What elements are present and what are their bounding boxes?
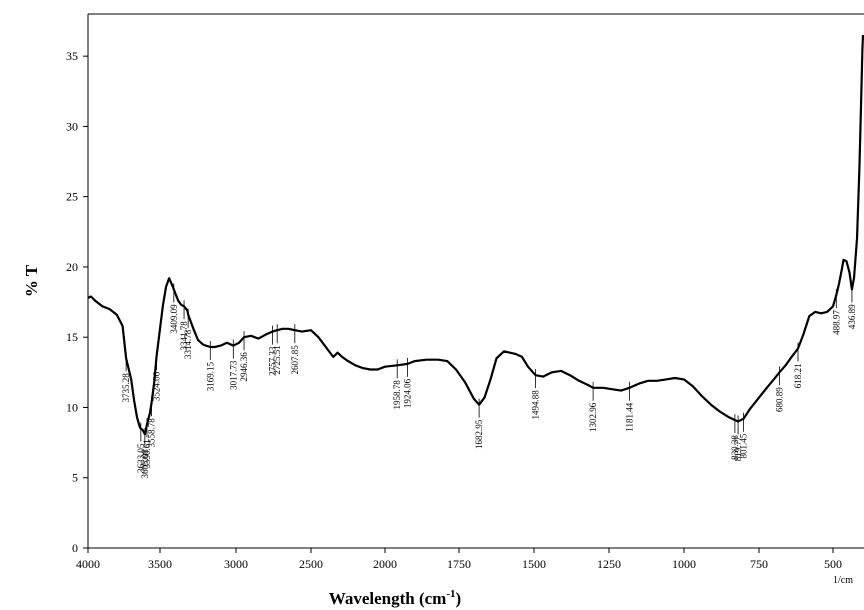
peak-label: 436.89	[847, 304, 857, 329]
peak-label: 618.21	[793, 364, 803, 389]
x-tick-label: 2500	[299, 557, 323, 571]
y-tick-label: 10	[66, 400, 78, 414]
x-ticks: 4000 3500 3000 2500 2000 1750 1500 1250 1000 750 5…	[76, 548, 842, 571]
peak-label: 2757.33	[267, 346, 277, 376]
peak-label: 1302.96	[588, 402, 598, 432]
y-tick-label: 5	[72, 471, 78, 485]
peak-label: 801.45	[739, 433, 749, 458]
peak-label: 3590.61	[142, 439, 152, 468]
y-tick-label: 35	[66, 49, 78, 63]
x-axis-title: Wavelength (cm-1)	[329, 588, 461, 608]
x-axis-title-close: )	[456, 589, 462, 608]
axes	[87, 13, 864, 549]
peak-label: 3409.09	[169, 304, 179, 334]
peak-label: 1494.88	[531, 390, 541, 420]
peak-label: 830.38	[730, 435, 740, 460]
peak-label: 1181.44	[625, 402, 635, 431]
x-tick-label: 1250	[597, 557, 621, 571]
x-axis-title-main: Wavelength (cm	[329, 589, 447, 608]
y-axis-title: % T	[22, 264, 41, 297]
x-tick-label: 1000	[672, 557, 696, 571]
y-ticks: 0 5 10 15 20 25 30 35	[66, 49, 88, 555]
y-tick-label: 0	[72, 541, 78, 555]
x-tick-label: 750	[750, 557, 768, 571]
peak-label: 3017.73	[228, 360, 238, 390]
peak-label: 1682.95	[474, 419, 484, 449]
peak-label: 3558.78	[147, 418, 157, 448]
x-tick-label: 3500	[148, 557, 172, 571]
peak-label: 819.77	[733, 436, 743, 461]
y-tick-label: 25	[66, 190, 78, 204]
y-tick-label: 15	[66, 330, 78, 344]
x-tick-label: 4000	[76, 557, 100, 571]
peak-label: 3735.28	[121, 373, 131, 403]
x-tick-label: 500	[824, 557, 842, 571]
peak-label: 1924.06	[403, 378, 413, 408]
peak-label: 3633.05	[136, 443, 146, 473]
x-unit-label: 1/cm	[833, 575, 853, 586]
peak-label: 680.89	[775, 387, 785, 412]
x-tick-label: 3000	[224, 557, 248, 571]
peak-label: 3169.15	[205, 362, 215, 392]
peak-label: 3524.06	[152, 371, 162, 401]
peak-label: 2946.36	[239, 352, 249, 382]
peak-label: 3605.08	[140, 449, 150, 479]
y-tick-label: 20	[66, 260, 78, 274]
peak-label: 2725.51	[272, 345, 282, 374]
peak-label: 1958.78	[392, 380, 402, 410]
y-tick-label: 30	[66, 119, 78, 133]
peak-label: 3314.78	[183, 329, 193, 359]
peak-label: 3341.78	[179, 321, 189, 351]
x-tick-label: 2000	[373, 557, 397, 571]
x-axis-title-superscript: -1	[446, 588, 455, 600]
peak-label: 488.97	[831, 310, 841, 335]
x-tick-label: 1750	[447, 557, 471, 571]
peak-label: 2607.85	[290, 345, 300, 375]
x-tick-label: 1500	[522, 557, 546, 571]
spectrum-line	[87, 35, 864, 436]
